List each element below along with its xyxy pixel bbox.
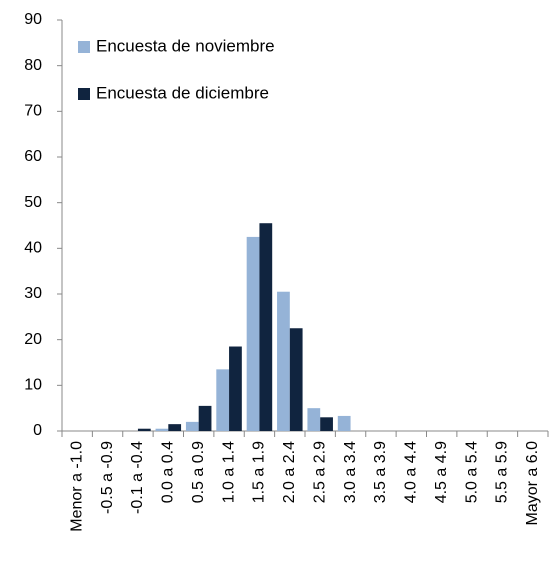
y-tick-label: 40 [24,240,42,257]
y-tick-label: 50 [24,194,42,211]
bar [229,346,242,431]
x-tick-label: 2.0 a 2.4 [281,441,298,503]
bar [259,223,273,431]
legend-swatch [78,88,90,100]
y-tick-label: 30 [24,285,42,302]
bar [185,421,199,431]
legend-label: Encuesta de noviembre [96,36,275,55]
y-tick-label: 60 [24,148,42,165]
bar [155,428,169,431]
bar [277,291,290,431]
x-tick-label: 1.5 a 1.9 [251,441,268,503]
x-tick-label: 5.0 a 5.4 [463,441,480,503]
bar [168,424,182,431]
x-tick-label: 3.0 a 3.4 [342,441,359,503]
y-tick-label: 90 [24,11,42,28]
x-tick-label: 4.0 a 4.4 [403,441,420,503]
bar [216,369,230,431]
y-tick-label: 10 [24,377,42,394]
x-tick-label: -0.5 a -0.9 [99,441,116,514]
y-tick-label: 70 [24,103,42,120]
legend-label: Encuesta de diciembre [96,83,269,102]
x-tick-label: 1.0 a 1.4 [220,441,237,503]
x-tick-label: -0.1 a -0.4 [129,441,146,514]
x-tick-label: 5.5 a 5.9 [494,441,511,503]
x-tick-label: 2.5 a 2.9 [311,441,328,503]
y-tick-label: 0 [33,422,42,439]
bar [246,236,260,431]
bar [320,417,333,431]
bar [337,415,351,431]
x-tick-label: Mayor a 6.0 [524,441,541,526]
bar [289,328,303,431]
x-tick-label: 0.0 a 0.4 [160,441,177,503]
x-tick-label: Menor a -1.0 [68,441,85,532]
bar [137,428,151,431]
x-tick-label: 3.5 a 3.9 [372,441,389,503]
bar [198,405,212,431]
y-tick-label: 80 [24,57,42,74]
x-tick-label: 4.5 a 4.9 [433,441,450,503]
y-tick-label: 20 [24,331,42,348]
bar [307,408,321,431]
legend-swatch [78,41,90,53]
x-tick-label: 0.5 a 0.9 [190,441,207,503]
